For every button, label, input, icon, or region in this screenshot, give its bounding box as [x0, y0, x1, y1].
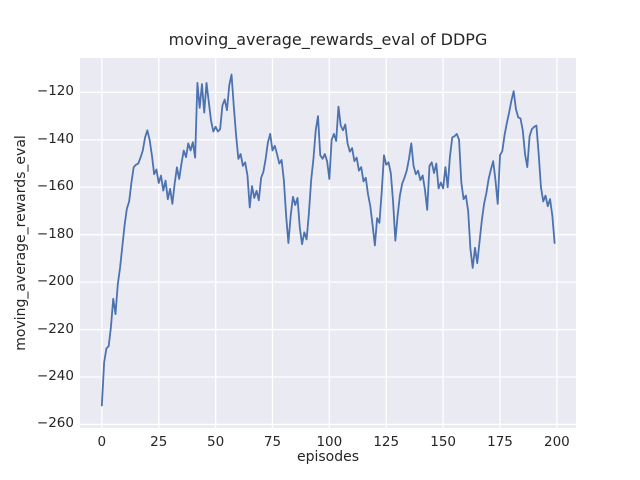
y-tick-label: −260: [36, 415, 74, 432]
x-tick-label: 125: [373, 434, 400, 450]
x-tick-label: 50: [207, 434, 225, 450]
y-tick-label: −240: [36, 368, 74, 384]
chart-title: moving_average_rewards_eval of DDPG: [168, 30, 488, 49]
plot-canvas: [80, 58, 576, 428]
y-tick-label: −160: [36, 178, 74, 195]
x-tick-label: 200: [543, 434, 570, 450]
x-axis-label: episodes: [296, 449, 360, 465]
x-tick-label: 150: [430, 434, 457, 450]
y-tick-label: −200: [36, 273, 74, 290]
data-line-moving_average_rewards_eval: [100, 73, 556, 407]
y-axis-label: moving_average_rewards_eval: [13, 135, 29, 351]
x-tick-label: 0: [97, 434, 107, 450]
x-tick-label: 100: [316, 434, 343, 450]
x-tick-label: 25: [150, 434, 168, 450]
x-tick-label: 175: [487, 434, 513, 450]
plot-area: [80, 58, 576, 428]
y-tick-label: −120: [36, 83, 74, 100]
y-tick-label: −140: [36, 130, 74, 147]
y-tick-label: −220: [36, 320, 74, 337]
x-tick-label: 75: [263, 434, 282, 450]
y-tick-label: −180: [36, 225, 74, 242]
